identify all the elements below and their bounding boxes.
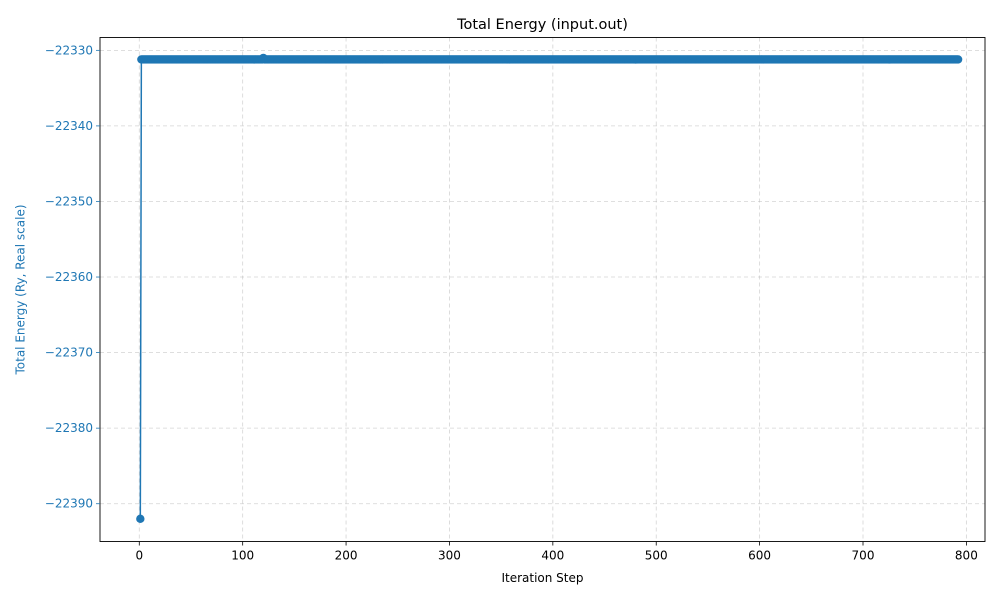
x-tick-label: 800 — [955, 549, 978, 563]
x-tick-label: 0 — [135, 549, 143, 563]
y-axis-title: Total Energy (Ry, Real scale) — [14, 204, 28, 375]
y-tick-label: −22340 — [45, 119, 93, 133]
series-total-energy — [136, 53, 963, 524]
x-tick-label: 200 — [335, 549, 358, 563]
x-axis: 0 100 200 300 400 500 600 700 800 — [135, 541, 978, 563]
plot-area-frame — [99, 37, 986, 542]
y-tick-label: −22370 — [45, 346, 93, 360]
grid-lines — [100, 37, 985, 542]
x-tick-label: 100 — [231, 549, 254, 563]
series-line — [139, 56, 959, 519]
y-tick-label: −22390 — [45, 497, 93, 511]
x-tick-label: 500 — [645, 549, 668, 563]
x-axis-title: Iteration Step — [501, 571, 583, 585]
data-point — [953, 55, 963, 64]
x-tick-label: 700 — [852, 549, 875, 563]
chart-title: Total Energy (input.out) — [456, 17, 628, 33]
y-axis: −22390 −22380 −22370 −22360 −22350 −22340 −223… — [45, 43, 100, 511]
y-tick-label: −22350 — [45, 194, 93, 208]
y-tick-label: −22360 — [45, 270, 93, 284]
x-tick-label: 600 — [748, 549, 771, 563]
y-tick-label: −22380 — [45, 421, 93, 435]
x-tick-label: 400 — [541, 549, 564, 563]
data-point — [136, 514, 145, 524]
x-tick-label: 300 — [438, 549, 461, 563]
y-tick-label: −22330 — [45, 43, 93, 57]
